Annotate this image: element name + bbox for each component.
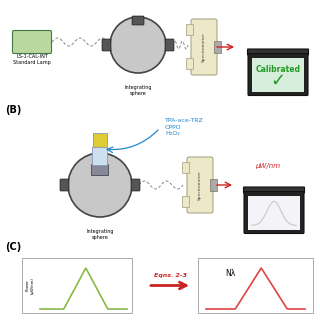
FancyBboxPatch shape xyxy=(210,179,217,191)
FancyBboxPatch shape xyxy=(187,157,213,213)
Circle shape xyxy=(110,17,166,73)
FancyBboxPatch shape xyxy=(182,163,189,173)
Text: ✓: ✓ xyxy=(270,71,285,90)
Text: Spectrometer: Spectrometer xyxy=(202,32,206,62)
FancyBboxPatch shape xyxy=(131,179,140,191)
Text: Power
(μW/nm): Power (μW/nm) xyxy=(26,277,34,294)
FancyBboxPatch shape xyxy=(187,59,194,69)
FancyBboxPatch shape xyxy=(165,39,174,51)
Text: Spectrometer: Spectrometer xyxy=(198,170,202,200)
Text: Calibrated: Calibrated xyxy=(255,66,300,75)
FancyBboxPatch shape xyxy=(198,258,313,313)
FancyBboxPatch shape xyxy=(92,164,108,175)
FancyBboxPatch shape xyxy=(191,19,217,75)
FancyBboxPatch shape xyxy=(132,16,144,25)
Text: Integrating
sphere: Integrating sphere xyxy=(124,85,152,96)
Text: TPA-ace-TRZ
CPPO
H₂O₂: TPA-ace-TRZ CPPO H₂O₂ xyxy=(165,118,204,136)
Text: Eqns. 2-3: Eqns. 2-3 xyxy=(154,274,187,278)
FancyBboxPatch shape xyxy=(60,179,69,191)
FancyBboxPatch shape xyxy=(93,133,107,148)
Text: Integrating
sphere: Integrating sphere xyxy=(86,229,114,240)
FancyBboxPatch shape xyxy=(12,30,52,53)
FancyBboxPatch shape xyxy=(187,25,194,36)
FancyBboxPatch shape xyxy=(244,191,304,234)
Text: Nλ: Nλ xyxy=(225,269,235,278)
FancyBboxPatch shape xyxy=(214,41,221,53)
Circle shape xyxy=(68,153,132,217)
Text: μW/nm: μW/nm xyxy=(255,163,281,169)
FancyBboxPatch shape xyxy=(248,53,308,95)
FancyBboxPatch shape xyxy=(182,196,189,207)
FancyBboxPatch shape xyxy=(244,187,305,193)
FancyBboxPatch shape xyxy=(252,58,304,92)
Text: (C): (C) xyxy=(5,242,21,252)
Text: (B): (B) xyxy=(5,105,21,115)
FancyBboxPatch shape xyxy=(248,196,300,229)
FancyBboxPatch shape xyxy=(102,39,111,51)
FancyBboxPatch shape xyxy=(92,147,108,165)
Text: LS-1-CAL-INT
Standard Lamp: LS-1-CAL-INT Standard Lamp xyxy=(13,54,51,65)
FancyBboxPatch shape xyxy=(94,152,106,161)
FancyBboxPatch shape xyxy=(247,49,308,55)
FancyBboxPatch shape xyxy=(22,258,132,313)
